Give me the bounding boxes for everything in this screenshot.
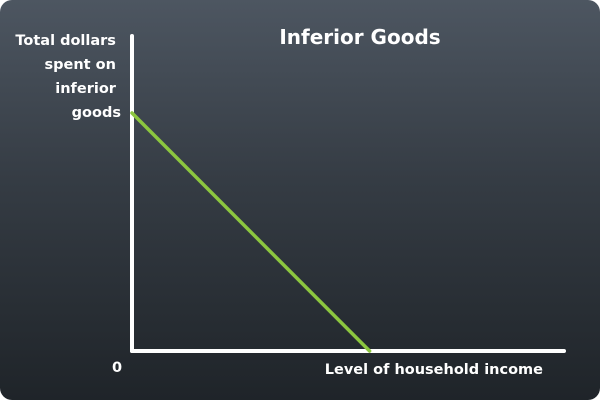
x-axis-label: Level of household income [325,362,543,378]
y-axis-label-line-1: Total dollars [15,33,116,49]
series-layer [130,111,372,353]
y-axis-label-line-4: goods [72,105,121,121]
series-line-1 [130,111,372,353]
chart-title: Inferior Goods [279,25,440,49]
origin-label: 0 [112,360,122,376]
y-axis-label-line-2: spent on [45,57,116,73]
y-axis-label: Total dollars spent on inferior goods [15,33,121,121]
y-axis-label-line-3: inferior [55,81,117,97]
